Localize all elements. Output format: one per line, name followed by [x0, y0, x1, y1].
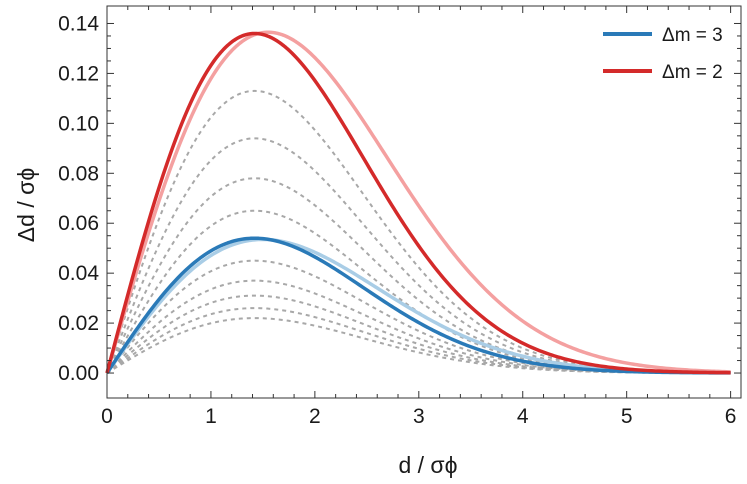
y-tick-label: 0.06	[58, 212, 99, 235]
series-m-3	[105, 236, 731, 375]
x-tick-label: 3	[413, 405, 425, 428]
y-tick-label: 0.02	[58, 312, 99, 335]
series-dashed-4	[106, 89, 731, 374]
y-axis-label: Δd / σϕ	[13, 168, 39, 242]
series-curve-3	[105, 30, 731, 374]
y-tick-label: 0.08	[58, 162, 99, 185]
series-dashed-5	[106, 137, 731, 374]
y-tick-label: 0.10	[58, 112, 99, 135]
x-tick-label: 2	[309, 405, 321, 428]
x-tick-label: 5	[621, 405, 633, 428]
x-tick-label: 6	[725, 405, 737, 428]
plot-frame	[106, 5, 742, 399]
y-tick-label: 0.14	[58, 12, 99, 35]
series-dashed-11	[106, 307, 731, 374]
y-tick-label: 0.04	[58, 262, 99, 285]
y-tick-label: 0.00	[58, 362, 99, 385]
y-tick-label: 0.12	[58, 62, 99, 85]
curve-layer	[105, 30, 731, 375]
x-tick-label: 1	[205, 405, 217, 428]
series-dashed-9	[106, 279, 731, 374]
x-tick-label: 0	[101, 405, 113, 428]
x-axis-label: d / σϕ	[398, 452, 457, 478]
axes-layer: 0 1 2 3 4 5 6 0.00 0.02 0.04 0.06 0.08 0.10 0.12 0.14	[58, 5, 742, 428]
legend-label-dm3: Δm = 3	[662, 25, 723, 46]
series-m-2	[105, 31, 731, 375]
x-tick-label: 4	[517, 405, 529, 428]
legend: Δm = 3 Δm = 2	[603, 25, 723, 83]
legend-label-dm2: Δm = 2	[662, 62, 723, 83]
